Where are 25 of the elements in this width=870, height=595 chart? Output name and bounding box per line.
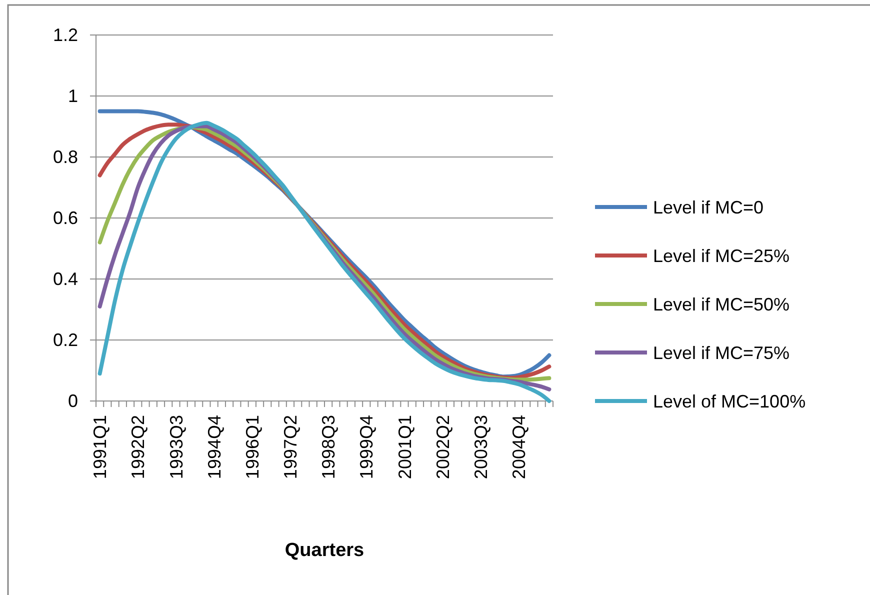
y-tick-label: 0.6 [52, 208, 78, 228]
x-tick-label: 1996Q1 [242, 415, 262, 480]
x-tick-label: 2001Q1 [394, 415, 415, 480]
legend-label: Level if MC=25% [653, 246, 790, 266]
x-tick-label: 1997Q2 [280, 415, 301, 480]
x-tick-label: 1992Q2 [128, 415, 148, 480]
y-tick-label: 0.4 [52, 268, 78, 289]
x-tick-label: 1998Q3 [318, 415, 339, 480]
x-tick-label: 1999Q4 [356, 415, 377, 480]
x-tick-label: 1994Q4 [204, 415, 224, 480]
x-tick-label: 1993Q3 [166, 415, 186, 480]
legend-label: Level if MC=50% [653, 294, 790, 314]
x-tick-label: 2002Q2 [432, 415, 453, 480]
legend-label: Level if MC=0 [653, 197, 764, 218]
y-tick-label: 1 [68, 86, 78, 106]
y-tick-label: 1.2 [52, 24, 78, 45]
x-axis-title: Quarters [284, 540, 364, 561]
y-tick-label: 0.8 [52, 146, 78, 167]
y-tick-label: 0.2 [52, 330, 78, 350]
x-tick-label: 2003Q3 [470, 415, 491, 480]
x-tick-label: 1991Q1 [90, 415, 110, 480]
x-tick-label: 2004Q4 [509, 415, 530, 480]
y-tick-label: 0 [68, 390, 78, 411]
legend-label: Level of MC=100% [653, 391, 806, 412]
legend-label: Level if MC=75% [653, 342, 790, 363]
